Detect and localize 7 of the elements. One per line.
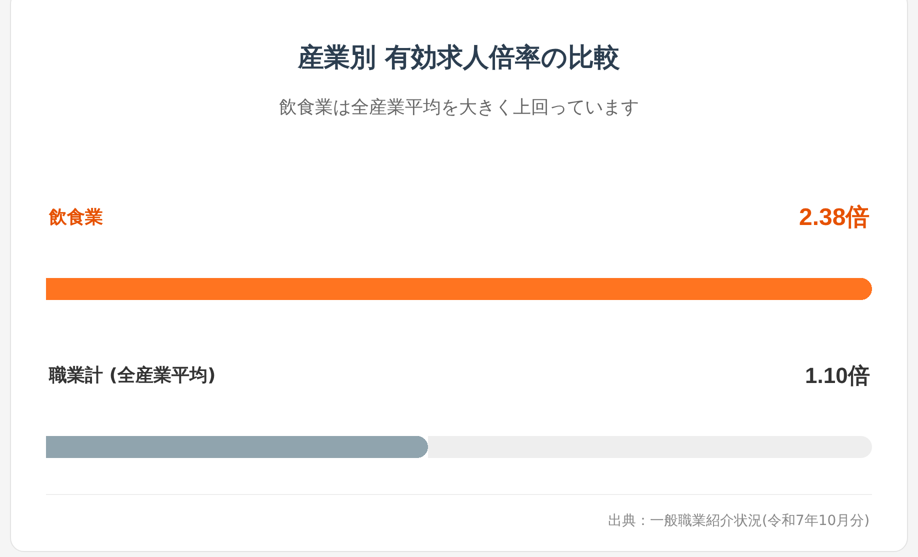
source-note: 出典：一般職業紹介状況(令和7年10月分) [608, 513, 870, 529]
chart-subtitle: 飲食業は全産業平均を大きく上回っています [279, 97, 639, 118]
chart-title: 産業別 有効求人倍率の比較 [296, 43, 622, 74]
y-tick-label: 飲食業 [48, 207, 103, 228]
y-tick-label: 職業計 (全産業平均) [48, 365, 216, 386]
data-label: 1.10倍 [805, 363, 870, 388]
data-label: 2.38倍 [799, 204, 870, 231]
